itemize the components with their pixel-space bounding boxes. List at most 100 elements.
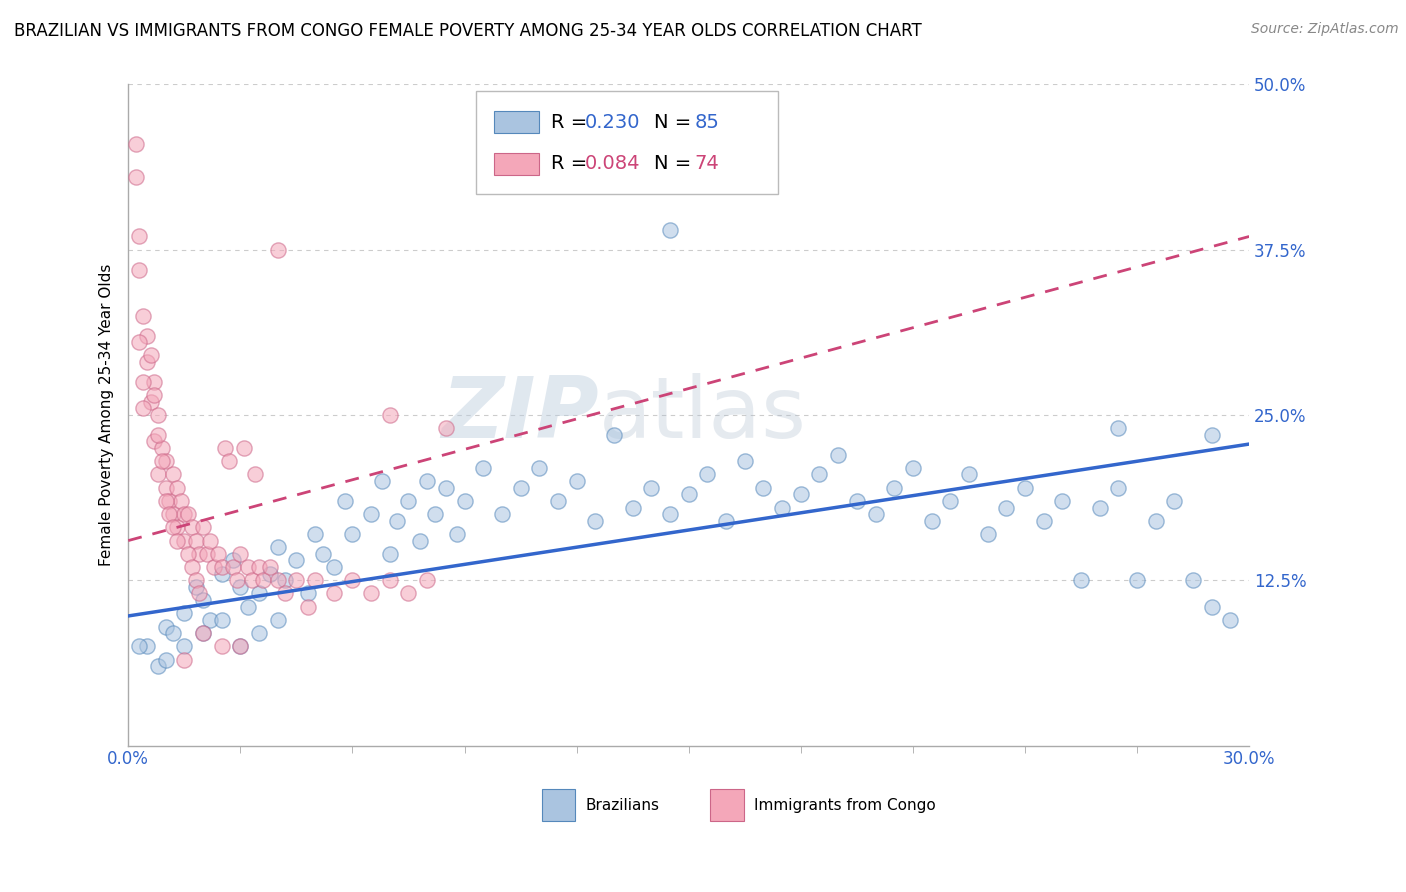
Point: [621, 500, 644, 515]
Point: [136, 640, 159, 654]
Point: [200, 613, 222, 627]
Point: [267, 613, 290, 627]
FancyBboxPatch shape: [541, 789, 575, 821]
Point: [659, 223, 682, 237]
Point: [125, 169, 148, 184]
Point: [333, 494, 356, 508]
FancyBboxPatch shape: [494, 111, 538, 134]
Point: [734, 454, 756, 468]
Point: [211, 613, 233, 627]
Point: [169, 494, 191, 508]
Point: [180, 560, 202, 574]
Point: [229, 640, 252, 654]
Point: [434, 481, 457, 495]
Point: [188, 547, 211, 561]
Point: [143, 375, 166, 389]
Point: [157, 494, 180, 508]
Point: [259, 566, 281, 581]
Point: [957, 467, 980, 482]
Point: [236, 560, 259, 574]
Point: [132, 309, 155, 323]
Text: R =: R =: [551, 154, 593, 173]
Point: [304, 527, 326, 541]
Point: [304, 574, 326, 588]
Point: [659, 507, 682, 521]
Point: [342, 527, 364, 541]
Point: [177, 547, 200, 561]
Point: [128, 262, 150, 277]
Point: [211, 560, 233, 574]
Y-axis label: Female Poverty Among 25-34 Year Olds: Female Poverty Among 25-34 Year Olds: [100, 264, 114, 566]
Point: [139, 394, 162, 409]
Point: [173, 640, 195, 654]
Point: [211, 566, 233, 581]
Point: [285, 553, 308, 567]
Point: [184, 574, 207, 588]
Point: [416, 574, 439, 588]
Point: [259, 560, 281, 574]
Text: R =: R =: [551, 112, 593, 132]
Point: [245, 467, 267, 482]
Point: [229, 580, 252, 594]
Point: [214, 441, 236, 455]
Point: [416, 474, 439, 488]
Point: [434, 421, 457, 435]
FancyBboxPatch shape: [710, 789, 744, 821]
Point: [1163, 494, 1185, 508]
Point: [155, 494, 177, 508]
Text: Source: ZipAtlas.com: Source: ZipAtlas.com: [1251, 22, 1399, 37]
Point: [150, 454, 173, 468]
Text: N =: N =: [654, 154, 697, 173]
Point: [267, 574, 290, 588]
Point: [218, 454, 240, 468]
Point: [184, 533, 207, 548]
Point: [211, 640, 233, 654]
Point: [1014, 481, 1036, 495]
Text: BRAZILIAN VS IMMIGRANTS FROM CONGO FEMALE POVERTY AMONG 25-34 YEAR OLDS CORRELAT: BRAZILIAN VS IMMIGRANTS FROM CONGO FEMAL…: [14, 22, 922, 40]
Point: [128, 335, 150, 350]
Point: [173, 507, 195, 521]
Point: [166, 481, 188, 495]
Point: [128, 640, 150, 654]
Point: [200, 533, 222, 548]
Point: [247, 626, 270, 640]
Point: [274, 586, 297, 600]
Point: [342, 574, 364, 588]
Point: [547, 494, 569, 508]
Point: [770, 500, 793, 515]
Point: [155, 652, 177, 666]
Point: [166, 533, 188, 548]
Point: [322, 586, 344, 600]
Point: [1088, 500, 1111, 515]
Point: [132, 375, 155, 389]
Point: [1201, 599, 1223, 614]
Point: [408, 533, 430, 548]
Point: [207, 547, 229, 561]
Point: [162, 520, 184, 534]
Point: [472, 461, 495, 475]
Point: [1201, 427, 1223, 442]
Point: [191, 626, 214, 640]
Point: [285, 574, 308, 588]
Point: [136, 328, 159, 343]
Text: 0.084: 0.084: [585, 154, 640, 173]
FancyBboxPatch shape: [494, 153, 538, 175]
Point: [173, 607, 195, 621]
Point: [162, 626, 184, 640]
Point: [247, 586, 270, 600]
Point: [146, 659, 169, 673]
Point: [1052, 494, 1074, 508]
Point: [378, 547, 401, 561]
Point: [976, 527, 998, 541]
Point: [180, 520, 202, 534]
Point: [995, 500, 1018, 515]
Point: [398, 494, 420, 508]
Point: [640, 481, 662, 495]
Point: [236, 599, 259, 614]
Point: [790, 487, 813, 501]
Point: [177, 507, 200, 521]
Point: [297, 586, 319, 600]
Point: [865, 507, 887, 521]
Point: [1126, 574, 1149, 588]
Point: [808, 467, 831, 482]
